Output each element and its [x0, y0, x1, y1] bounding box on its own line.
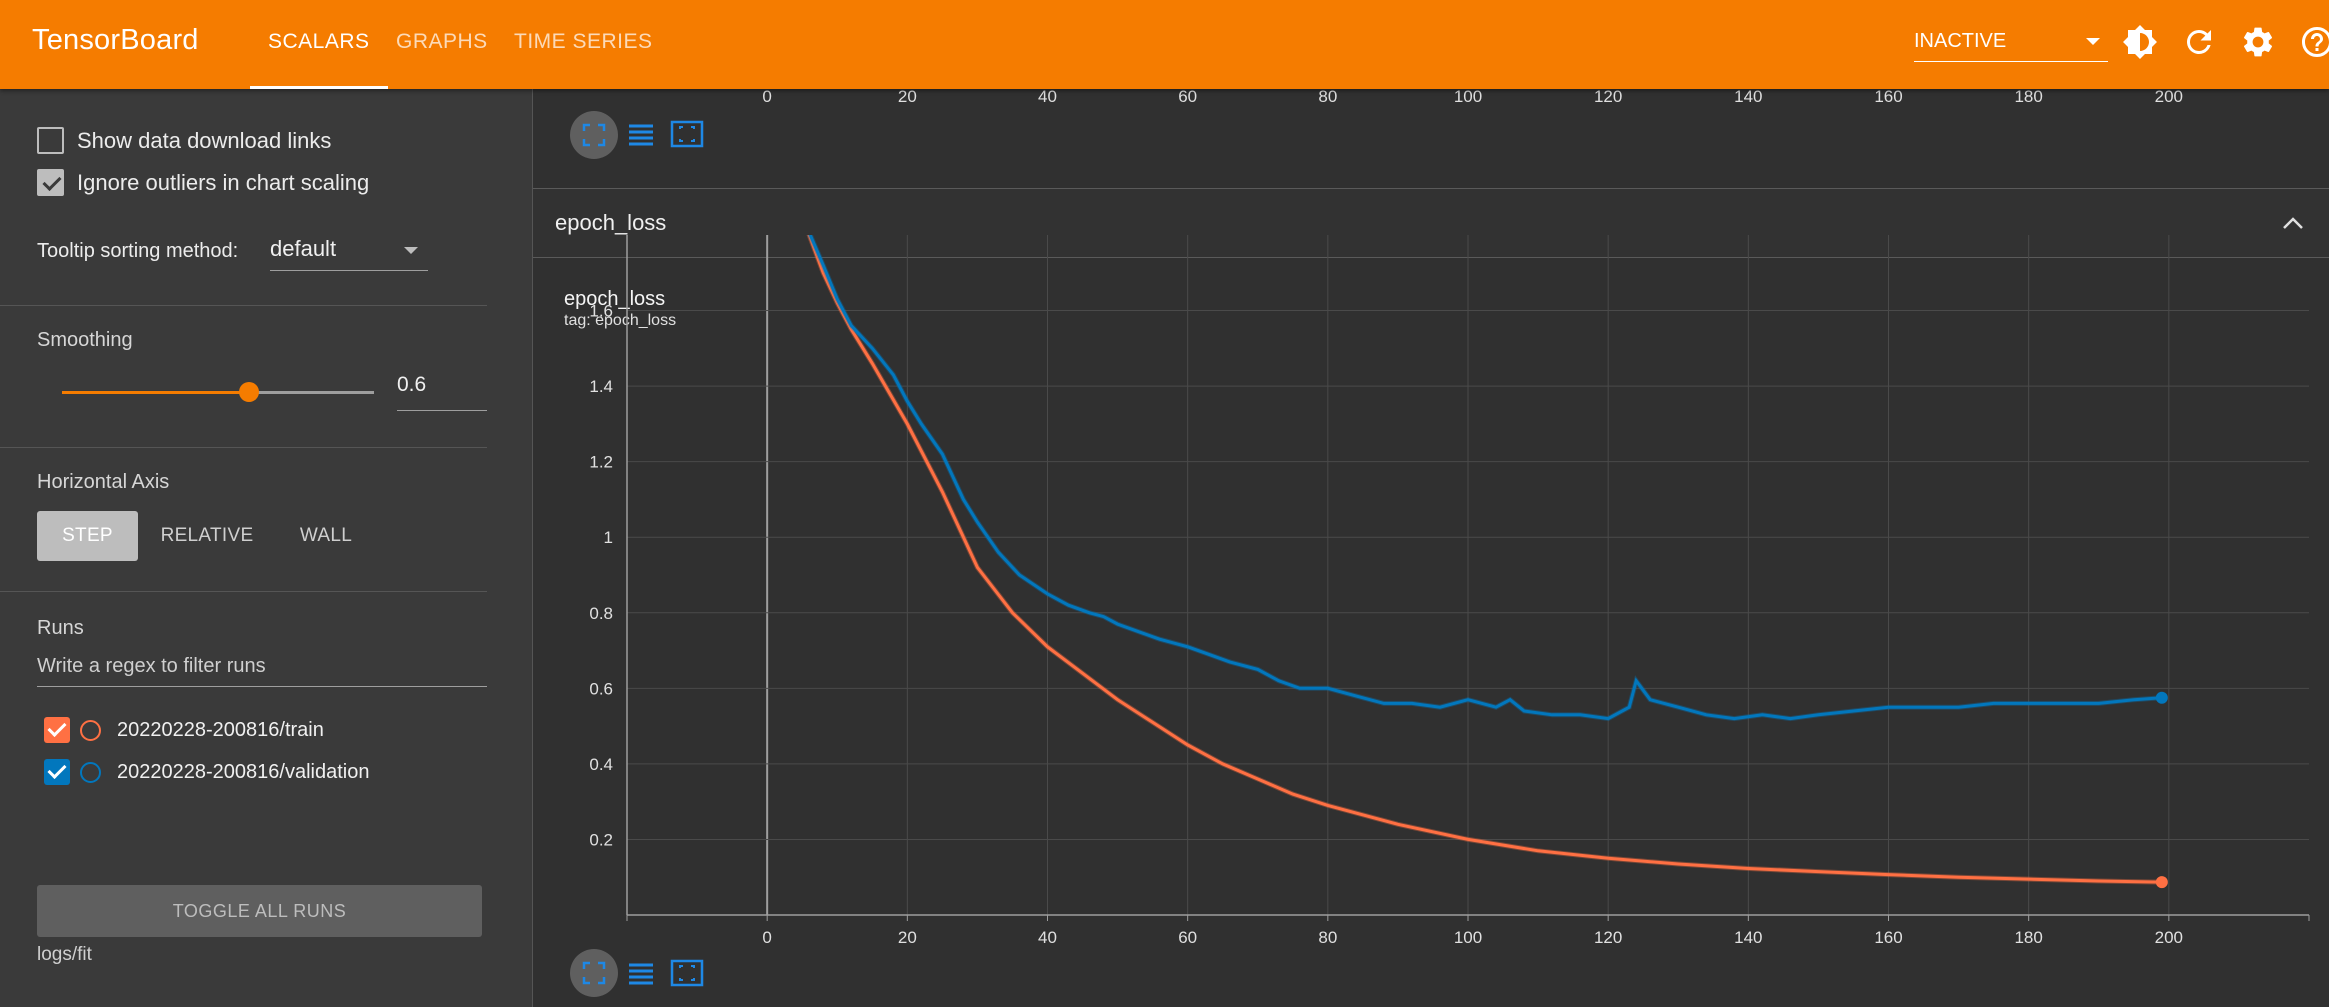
y-tick-label: 1.4 [589, 377, 613, 396]
x-tick-label: 200 [2155, 928, 2183, 947]
status-select-value: INACTIVE [1914, 30, 2007, 52]
x-tick-label: 180 [2014, 928, 2042, 947]
toggle-all-runs-button[interactable]: TOGGLE ALL RUNS [37, 885, 482, 937]
axis-relative-button[interactable]: RELATIVE [160, 525, 254, 546]
y-tick-label: 1 [604, 528, 613, 547]
series-underlay [807, 235, 2162, 722]
run-train-label: 20220228-200816/train [117, 718, 324, 741]
show-download-links-option[interactable]: Show data download links [37, 127, 331, 154]
x-tick-label: 20 [898, 928, 917, 947]
y-tick-label: 1.2 [589, 453, 613, 472]
series-line-train [807, 235, 2162, 884]
tab-time-series[interactable]: TIME SERIES [514, 30, 653, 53]
previous-chart-x-tick-label: 200 [2155, 89, 2183, 106]
tab-graphs[interactable]: GRAPHS [396, 30, 488, 53]
show-download-links-label: Show data download links [77, 127, 332, 153]
ignore-outliers-label: Ignore outliers in chart scaling [77, 169, 370, 195]
tooltip-sorting-value: default [270, 236, 337, 261]
previous-chart-x-tick-label: 160 [1874, 89, 1902, 106]
previous-chart-x-tick-label: 60 [1178, 89, 1197, 106]
axis-step-button[interactable]: STEP [37, 511, 138, 561]
run-train-checkbox[interactable] [44, 717, 70, 743]
ignore-outliers-checkbox[interactable] [37, 169, 64, 196]
refresh-icon[interactable] [2181, 24, 2217, 60]
show-download-links-checkbox[interactable] [37, 127, 64, 154]
smoothing-slider-thumb[interactable] [239, 382, 260, 402]
x-tick-label: 40 [1038, 928, 1057, 947]
chart-tag: tag: epoch_loss [564, 312, 677, 329]
previous-chart-x-tick-label: 100 [1454, 89, 1482, 106]
ignore-outliers-option[interactable]: Ignore outliers in chart scaling [37, 169, 369, 196]
run-item-train[interactable]: 20220228-200816/train [44, 717, 324, 743]
fullscreen-icon[interactable] [570, 949, 618, 997]
y-tick-label: 0.8 [589, 604, 613, 623]
divider [0, 591, 487, 592]
brightness-icon[interactable] [2122, 24, 2158, 60]
previous-chart-x-tick-label: 120 [1594, 89, 1622, 106]
fit-domain-icon[interactable] [669, 955, 705, 991]
tab-scalars[interactable]: SCALARS [250, 0, 388, 89]
main-panel: 0 20 40 60 80 100 120 140 160 180 200 epoch_loss e… [533, 89, 2329, 1007]
status-select[interactable]: INACTIVE [1914, 24, 2108, 62]
app-title: TensorBoard [32, 24, 199, 56]
previous-chart-x-tick-label: 80 [1318, 89, 1337, 106]
previous-chart-x-tick-label: 20 [898, 89, 917, 106]
x-tick-label: 100 [1454, 928, 1482, 947]
chevron-down-icon [404, 247, 418, 254]
settings-icon[interactable] [2240, 24, 2276, 60]
previous-chart-x-tick-label: 40 [1038, 89, 1057, 106]
series-underlay [806, 235, 2162, 885]
run-color-circle-icon[interactable] [80, 761, 101, 783]
run-color-circle-icon[interactable] [80, 719, 101, 741]
x-tick-label: 60 [1178, 928, 1197, 947]
card-header-epoch-loss[interactable]: epoch_loss [533, 188, 2329, 258]
sidebar: Show data download links Ignore outliers… [0, 89, 533, 1007]
x-tick-label: 120 [1594, 928, 1622, 947]
series-line-validation [808, 235, 2162, 721]
previous-chart-x-axis: 0 20 40 60 80 100 120 140 160 180 200 [762, 89, 2183, 106]
card-header-title: epoch_loss [555, 210, 667, 235]
smoothing-slider-fill [62, 391, 250, 394]
previous-chart-x-tick-label: 0 [762, 89, 771, 106]
smoothing-value-input[interactable]: 0.6 [397, 373, 487, 411]
chevron-up-icon[interactable] [2281, 213, 2305, 233]
smoothing-slider[interactable] [62, 382, 374, 402]
y-tick-label: 0.2 [589, 830, 613, 849]
divider [0, 305, 487, 306]
previous-chart-x-tick-label: 180 [2014, 89, 2042, 106]
tooltip-sorting-label: Tooltip sorting method: [37, 240, 239, 262]
x-tick-label: 140 [1734, 928, 1762, 947]
y-tick-label: 0.4 [589, 755, 613, 774]
log-scale-toggle-icon[interactable] [623, 955, 659, 991]
run-validation-checkbox[interactable] [44, 759, 70, 785]
fullscreen-icon[interactable] [570, 111, 618, 159]
divider [0, 447, 487, 448]
run-item-validation[interactable]: 20220228-200816/validation [44, 759, 369, 785]
run-validation-label: 20220228-200816/validation [117, 760, 370, 783]
horizontal-axis-label: Horizontal Axis [37, 471, 170, 493]
help-icon[interactable] [2299, 24, 2329, 60]
series-endpoint-train [2155, 876, 2168, 889]
y-tick-label: 0.6 [589, 679, 613, 698]
series-endpoint-validation [2155, 691, 2168, 704]
top-app-bar: TensorBoard SCALARS GRAPHS TIME SERIES I… [0, 0, 2329, 89]
x-tick-label: 0 [762, 928, 771, 947]
axis-wall-button[interactable]: WALL [299, 525, 353, 546]
run-filter-input[interactable]: Write a regex to filter runs [37, 655, 487, 687]
runs-label: Runs [37, 617, 84, 639]
tooltip-sorting-select[interactable]: default [270, 237, 428, 271]
chart-title: epoch_loss [564, 288, 666, 310]
log-directory-label: logs/fit [37, 944, 92, 965]
log-scale-toggle-icon[interactable] [623, 116, 659, 152]
x-tick-label: 80 [1318, 928, 1337, 947]
chevron-down-icon [2086, 38, 2100, 45]
x-tick-label: 160 [1874, 928, 1902, 947]
fit-domain-icon[interactable] [669, 116, 705, 152]
smoothing-label: Smoothing [37, 329, 133, 351]
previous-chart-x-tick-label: 140 [1734, 89, 1762, 106]
